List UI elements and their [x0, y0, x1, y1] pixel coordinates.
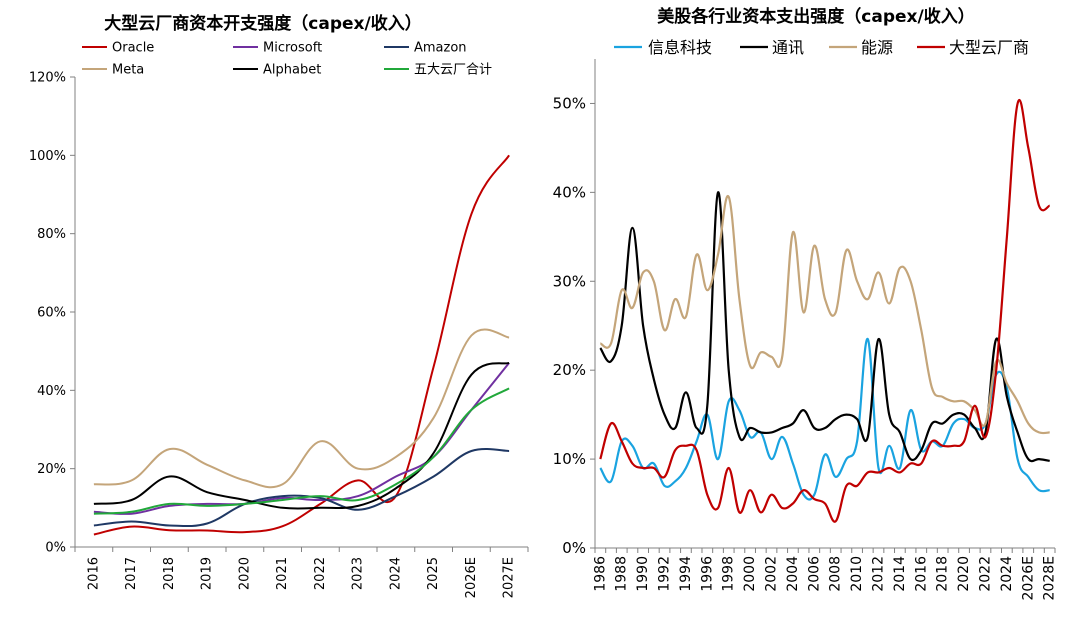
left-y-tick-label: 0% [45, 541, 66, 556]
left-y-tick-label: 20% [37, 462, 66, 477]
left-x-tick-label: 2016 [86, 557, 101, 590]
right-y-tick-label: 0% [562, 539, 586, 557]
left-series-line-1 [93, 362, 510, 515]
left-x-tick-label: 2025 [426, 557, 441, 590]
left-x-ticks: 2016 2017 2018 2019 2020 2021 2022 2023 2024 2025… [74, 547, 529, 598]
legend-label-meta: Meta [112, 63, 144, 78]
legend-label-big-cloud: 大型云厂商 [949, 38, 1029, 57]
right-x-tick-label: 2020 [956, 556, 972, 592]
right-x-tick-label: 1994 [678, 556, 694, 592]
left-y-tick-label: 120% [29, 71, 66, 86]
right-x-tick-label: 2006 [806, 556, 822, 592]
right-x-tick-label: 2014 [892, 556, 908, 592]
left-series-line-3 [93, 328, 510, 489]
right-x-tick-label: 2000 [742, 556, 758, 592]
right-x-tick-label: 2004 [785, 556, 801, 592]
left-series-line-2 [93, 448, 510, 528]
left-y-tick-label: 40% [37, 384, 66, 399]
legend-label-alphabet: Alphabet [263, 63, 321, 78]
right-x-tick-label: 1986 [592, 556, 608, 592]
left-x-tick-label: 2021 [275, 557, 290, 590]
left-series-line-4 [93, 361, 510, 510]
right-x-tick-label: 2028E [1042, 556, 1058, 600]
right-series-line-2 [599, 195, 1050, 435]
right-y-tick-label: 50% [553, 94, 586, 112]
legend-label-energy: 能源 [861, 38, 893, 57]
right-y-tick-label: 40% [553, 183, 586, 201]
legend-label-info-tech: 信息科技 [648, 38, 712, 57]
right-x-tick-label: 2016 [913, 556, 929, 592]
legend-label-oracle: Oracle [112, 41, 154, 56]
left-x-tick-label: 2024 [388, 557, 403, 590]
right-legend: 信息科技 通讯 能源 大型云厂商 [614, 38, 1029, 57]
right-x-tick-label: 1988 [614, 556, 630, 592]
right-x-tick-label: 1996 [699, 556, 715, 592]
left-x-tick-label: 2022 [313, 557, 328, 590]
left-legend: Oracle Microsoft Amazon Meta Alphabet 五大… [82, 41, 492, 78]
legend-label-microsoft: Microsoft [263, 41, 322, 56]
right-x-tick-label: 2024 [999, 556, 1015, 592]
left-x-tick-label: 2023 [351, 557, 366, 590]
right-x-ticks: 1986 1988 1990 1992 1994 1996 1998 2000 2002 2004… [592, 548, 1058, 600]
right-series [599, 99, 1051, 523]
right-x-tick-label: 2026E [1020, 556, 1036, 600]
right-chart-title: 美股各行业资本支出强度（capex/收入） [657, 6, 974, 27]
legend-label-top5: 五大云厂合计 [414, 63, 492, 78]
left-x-tick-label: 2019 [200, 557, 215, 590]
left-x-tick-label: 2027E [502, 557, 517, 598]
left-y-tick-label: 60% [37, 306, 66, 321]
left-chart-title: 大型云厂商资本开支强度（capex/收入） [104, 13, 421, 34]
left-y-tick-label: 80% [37, 227, 66, 242]
right-x-tick-label: 1998 [721, 556, 737, 592]
left-series-line-5 [93, 387, 510, 515]
left-y-ticks: 0% 20% 40% 60% 80% 100% 120% [29, 71, 75, 556]
left-chart: 大型云厂商资本开支强度（capex/收入） Oracle Microsoft A… [29, 13, 529, 598]
right-y-tick-label: 10% [553, 450, 586, 468]
right-x-tick-label: 2018 [935, 556, 951, 592]
left-series [93, 154, 510, 536]
right-series-line-3 [599, 99, 1051, 523]
right-x-tick-label: 2022 [977, 556, 993, 592]
right-y-tick-label: 30% [553, 272, 586, 290]
left-series-line-0 [93, 154, 510, 536]
right-y-tick-label: 20% [553, 361, 586, 379]
left-x-tick-label: 2020 [237, 557, 252, 590]
left-x-tick-label: 2026E [464, 557, 479, 598]
left-x-tick-label: 2018 [162, 557, 177, 590]
right-x-tick-label: 2012 [870, 556, 886, 592]
right-x-tick-label: 2002 [764, 556, 780, 592]
left-x-tick-label: 2017 [124, 557, 139, 590]
right-x-tick-label: 1992 [657, 556, 673, 592]
right-x-tick-label: 2010 [849, 556, 865, 592]
right-series-line-1 [599, 191, 1050, 463]
legend-label-telecom: 通讯 [772, 38, 804, 57]
left-y-tick-label: 100% [29, 149, 66, 164]
right-chart: 美股各行业资本支出强度（capex/收入） 信息科技 通讯 能源 大型云厂商 0… [553, 6, 1058, 600]
right-x-tick-label: 1990 [635, 556, 651, 592]
legend-label-amazon: Amazon [414, 41, 467, 56]
right-x-tick-label: 2008 [828, 556, 844, 592]
right-y-ticks: 0% 10% 20% 30% 40% 50% [553, 94, 595, 557]
